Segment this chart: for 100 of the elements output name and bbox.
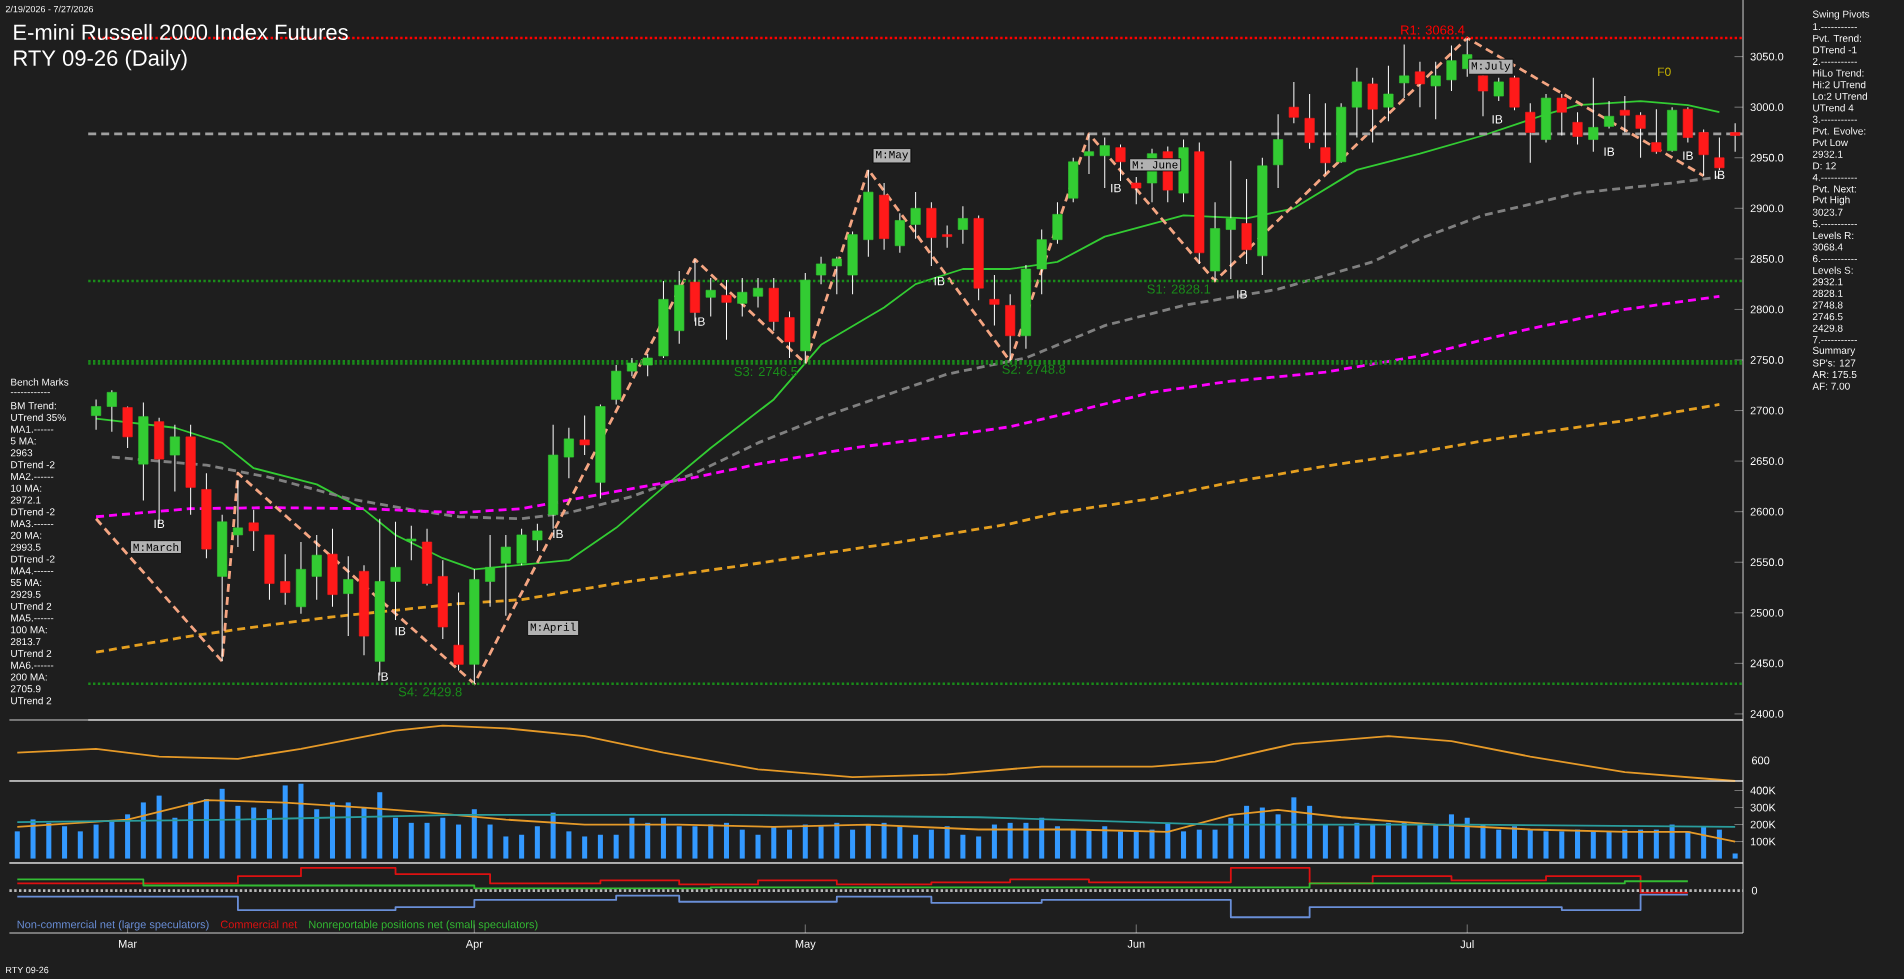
- bar: [46, 822, 52, 859]
- text: Pvt. Next:: [1813, 185, 1856, 193]
- candlestick: [1714, 137, 1725, 171]
- text: D: 12: [1813, 162, 1836, 170]
- text: 2813.7: [10, 638, 41, 646]
- bar: [519, 834, 525, 859]
- y-tick-label: 2450.0: [1750, 659, 1784, 668]
- y-tick-label: 2700.0: [1750, 406, 1784, 415]
- text: 4.-----------: [1812, 173, 1857, 181]
- text: BM Trend:: [11, 401, 56, 410]
- y-tick-label: 400K: [1750, 786, 1776, 795]
- bar: [534, 826, 540, 859]
- bar: [1322, 824, 1328, 859]
- line-series: [94, 403, 1721, 654]
- bar: [676, 826, 682, 859]
- candlestick: [831, 256, 842, 295]
- annotation: IB: [1111, 183, 1121, 193]
- bar: [471, 809, 477, 859]
- text: UTrend 2: [11, 696, 52, 705]
- annotation: 2/19/2026 - 7/27/2026: [5, 5, 94, 13]
- line-series: [16, 799, 1737, 843]
- bar: [613, 834, 619, 859]
- y-tick-label: 2550.0: [1750, 558, 1784, 567]
- annotation: IB: [553, 529, 563, 539]
- bar: [1212, 829, 1218, 859]
- text: 200 MA:: [10, 673, 47, 681]
- bar: [329, 802, 335, 859]
- candlestick: [563, 427, 574, 479]
- text: MA6.------: [11, 661, 54, 669]
- bar: [1133, 831, 1139, 859]
- annotation: IB: [695, 317, 705, 326]
- text: 3023.7: [1812, 208, 1843, 216]
- bar: [266, 809, 272, 859]
- bar: [424, 822, 430, 859]
- bar: [1638, 829, 1644, 859]
- text: E-mini Russell 2000 Index Futures: [14, 23, 348, 41]
- bar: [188, 802, 194, 859]
- bar: [1417, 822, 1423, 859]
- bar: [645, 822, 651, 859]
- annotation: IB: [1714, 170, 1725, 180]
- candlestick: [106, 389, 117, 433]
- bar: [723, 822, 730, 859]
- text: 2.-----------: [1812, 57, 1857, 65]
- bar: [960, 834, 966, 859]
- bar: [1354, 822, 1360, 859]
- y-tick-label: 300K: [1750, 803, 1776, 812]
- bar: [739, 829, 745, 859]
- text: 2748.8: [1812, 301, 1843, 309]
- text: 2972.1: [10, 496, 41, 504]
- text: 3.-----------: [1812, 115, 1857, 123]
- y-tick-label: 2500.0: [1750, 608, 1784, 617]
- text: 2932.1: [1812, 150, 1843, 158]
- bar: [1102, 826, 1108, 859]
- y-tick-label: 2800.0: [1750, 305, 1784, 314]
- text: 0: [1751, 886, 1758, 895]
- ref-line-label: S2: 2748.8: [1002, 364, 1066, 374]
- candlestick: [343, 555, 354, 637]
- candlestick: [957, 205, 968, 245]
- candlestick: [311, 534, 322, 601]
- bar: [1685, 831, 1691, 859]
- bar: [850, 829, 856, 859]
- y-tick-label: 2400.0: [1750, 710, 1784, 718]
- candlestick: [1288, 81, 1299, 124]
- text: 5.-----------: [1812, 220, 1857, 228]
- bar: [771, 826, 777, 859]
- ref-line-label: R1: 3068.4: [1401, 25, 1465, 35]
- bar: [818, 826, 824, 859]
- text: DTrend -1: [1813, 46, 1857, 54]
- bar: [1622, 829, 1628, 859]
- bar: [1228, 817, 1234, 859]
- candlestick: [1320, 102, 1331, 175]
- bar: [172, 817, 178, 859]
- text: RTY 09-26 (Daily): [14, 49, 187, 71]
- text: DTrend -2: [11, 555, 55, 563]
- text: 2429.8: [1812, 324, 1843, 332]
- bar: [251, 807, 257, 859]
- bar: [1716, 829, 1722, 859]
- x-tick-label: May: [795, 940, 816, 950]
- y-tick-label: 3050.0: [1750, 52, 1784, 61]
- text: Levels S:: [1813, 266, 1853, 274]
- ref-line-label: S4: 2429.8: [398, 687, 462, 697]
- y-tick-label: 2850.0: [1750, 254, 1784, 263]
- text: Nonreportable positions net (small speculators): [309, 920, 538, 931]
- candlestick: [1525, 102, 1536, 164]
- text: AR: 175.5: [1812, 371, 1857, 379]
- bar: [944, 826, 950, 859]
- bar: [140, 802, 146, 859]
- bar: [393, 817, 399, 859]
- bar: [314, 809, 320, 859]
- bar: [456, 824, 462, 859]
- text: Lo:2 UTrend: [1813, 92, 1867, 100]
- y-tick-label: 2950.0: [1750, 153, 1784, 162]
- bar: [345, 802, 351, 859]
- text: Hi:2 UTrend: [1813, 80, 1866, 89]
- bar: [597, 834, 603, 859]
- bar: [755, 834, 761, 859]
- bar: [77, 831, 83, 859]
- bar: [1496, 829, 1502, 859]
- bar: [1527, 829, 1533, 859]
- bar: [503, 836, 509, 859]
